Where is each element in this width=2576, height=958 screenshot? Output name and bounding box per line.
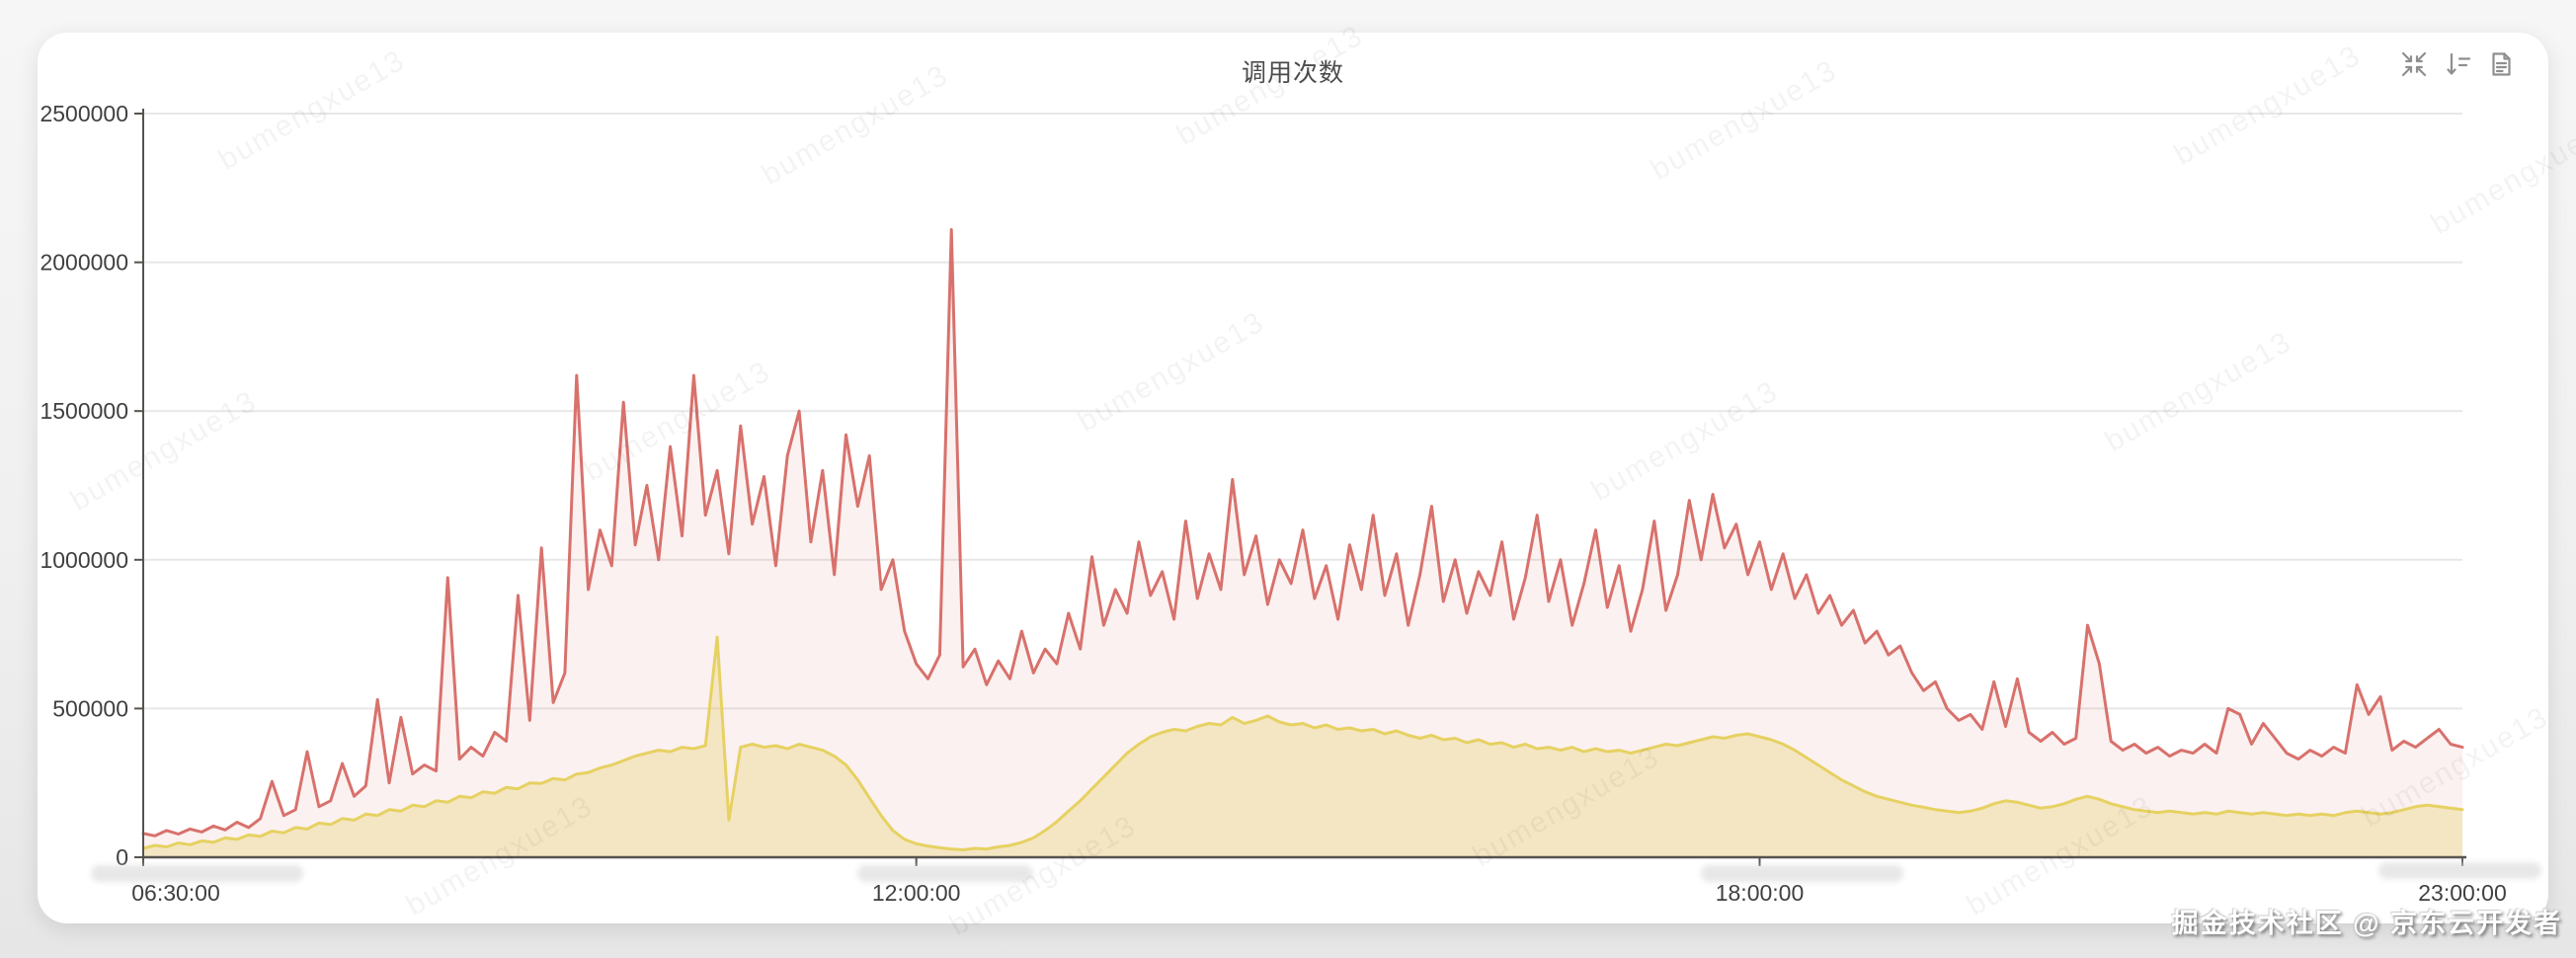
x-tick-label: 06:30:00 <box>131 880 220 906</box>
chart-title: 调用次数 <box>1241 59 1344 87</box>
series_1_red-line <box>141 228 2464 838</box>
series_1_red-area <box>143 229 2462 857</box>
chart-card: 调用次数 <box>38 33 2548 923</box>
sort-descending-icon[interactable] <box>2444 50 2471 78</box>
watermark-badge: 掘金技术社区 @ 京东云开发者 <box>2171 909 2562 938</box>
x-tick-label: 12:00:00 <box>872 880 961 906</box>
x-tick-label: 23:00:00 <box>2418 880 2507 906</box>
y-tick-label: 2000000 <box>40 250 128 276</box>
blurred-patch <box>1701 865 1903 882</box>
y-tick-label: 1000000 <box>40 547 128 573</box>
collapse-icon[interactable] <box>2400 50 2428 78</box>
y-tick-label: 2500000 <box>40 101 128 126</box>
y-tick-label: 0 <box>116 844 128 870</box>
series_2_yellow-area <box>143 637 2462 857</box>
y-tick-label: 500000 <box>52 695 128 721</box>
blurred-patch <box>91 865 303 882</box>
series_2_yellow-line <box>141 635 2464 851</box>
chart-toolbar <box>2400 50 2515 78</box>
document-icon[interactable] <box>2487 50 2515 78</box>
y-tick-label: 1500000 <box>40 398 128 424</box>
blurred-patch <box>857 865 1033 882</box>
x-tick-label: 18:00:00 <box>1716 880 1805 906</box>
blurred-patch <box>2378 862 2541 879</box>
